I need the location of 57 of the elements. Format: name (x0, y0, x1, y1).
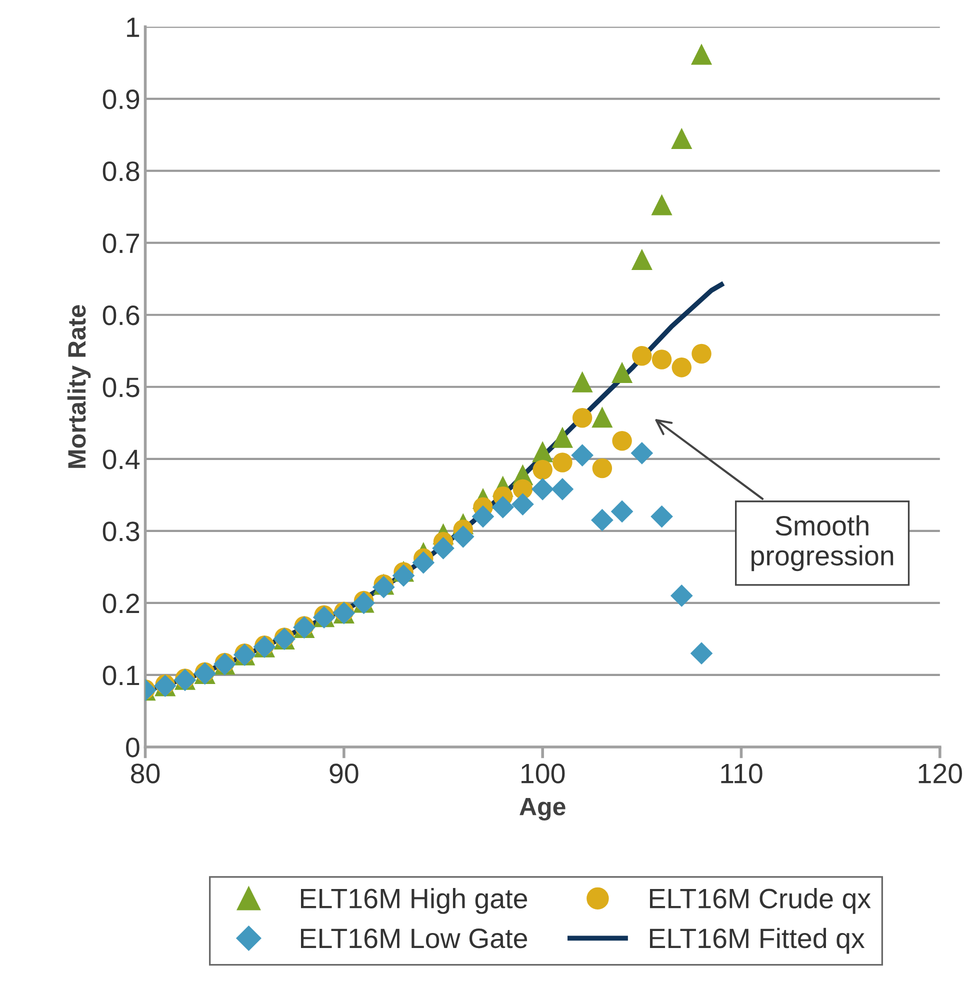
point (690, 44, 712, 65)
y-tick-label: 0.2 (102, 594, 140, 614)
y-tick-label: 0.7 (102, 234, 140, 254)
x-tick-label: 90 (330, 764, 358, 784)
y-axis-title: Mortality Rate (67, 305, 91, 468)
point (512, 493, 534, 516)
legend-label: ELT16M High gate (301, 888, 528, 914)
point (592, 406, 613, 428)
y-tick-label: 0.1 (102, 666, 140, 686)
point (372, 576, 395, 598)
y-tick-label: 0.6 (102, 306, 140, 326)
point (432, 537, 454, 560)
y-tick-label: 0.4 (102, 450, 140, 470)
legend-label: ELT16M Crude qx (650, 888, 871, 914)
point (670, 584, 693, 607)
x-axis-title: Age (520, 798, 566, 820)
point (610, 500, 634, 523)
point (492, 496, 514, 518)
point (412, 551, 435, 574)
point (672, 358, 692, 378)
y-tick-label: 0.8 (102, 161, 140, 182)
point (652, 350, 672, 370)
annotation: Smooth progression (752, 515, 894, 572)
y-tick-label: 0 (126, 738, 140, 758)
point (472, 505, 494, 528)
point (552, 452, 572, 472)
point (612, 431, 632, 451)
point (531, 478, 554, 500)
point (692, 344, 712, 364)
point (551, 478, 574, 500)
x-tick-label: 80 (131, 764, 160, 784)
point (631, 248, 652, 270)
y-tick-label: 1 (127, 18, 140, 37)
x-tick-label: 110 (721, 764, 762, 784)
point (572, 408, 592, 428)
point (630, 442, 654, 464)
point (591, 508, 614, 532)
legend-label: ELT16M Fitted qx (650, 928, 865, 954)
point (612, 362, 633, 384)
point (392, 564, 415, 587)
point (690, 642, 713, 665)
legend-label: ELT16M Low Gate (301, 928, 528, 948)
point (532, 460, 552, 480)
point (632, 346, 652, 366)
y-tick-label: 0.9 (102, 89, 140, 110)
point (650, 505, 673, 528)
point (452, 526, 474, 548)
point (552, 426, 573, 448)
x-tick-label: 120 (918, 764, 962, 784)
point (671, 128, 692, 149)
y-tick-label: 0.5 (102, 378, 140, 398)
point (651, 194, 672, 216)
point (572, 371, 593, 392)
point (571, 444, 594, 466)
y-tick-label: 0.3 (102, 522, 140, 542)
x-tick-label: 100 (522, 764, 565, 784)
point (592, 458, 612, 478)
